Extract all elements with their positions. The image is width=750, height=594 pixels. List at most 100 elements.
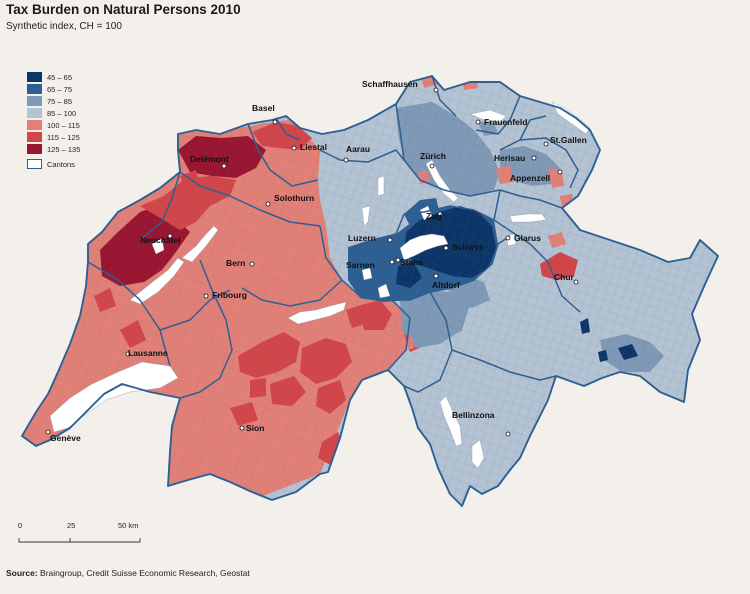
city-marker: Frauenfeld bbox=[475, 117, 527, 127]
canton-border bbox=[451, 349, 557, 381]
city-marker: Sion bbox=[239, 423, 264, 433]
city-dot bbox=[343, 157, 349, 163]
lake bbox=[181, 225, 219, 263]
city-dot bbox=[239, 425, 245, 431]
canton-border bbox=[431, 75, 457, 117]
city-dot bbox=[265, 201, 271, 207]
city-dot bbox=[433, 273, 439, 279]
city-marker: Glarus bbox=[505, 233, 541, 243]
city-label: Basel bbox=[252, 103, 275, 113]
legend-swatch bbox=[27, 159, 42, 169]
city-marker: Bern bbox=[226, 258, 255, 268]
lake bbox=[151, 237, 165, 255]
city-dot bbox=[249, 261, 255, 267]
lake bbox=[469, 109, 507, 123]
city-marker: Bellinzona bbox=[452, 410, 511, 437]
city-marker: St.Gallen bbox=[543, 135, 587, 147]
scale-line bbox=[18, 538, 141, 543]
canton-border bbox=[87, 261, 171, 367]
canton-border bbox=[475, 95, 521, 135]
city-dot bbox=[203, 293, 209, 299]
legend-item: 85 – 100 bbox=[27, 107, 80, 119]
canton-border bbox=[179, 259, 233, 399]
legend-item: 45 – 65 bbox=[27, 71, 80, 83]
legend-swatch bbox=[27, 132, 42, 142]
city-label: Bellinzona bbox=[452, 410, 495, 420]
city-dot bbox=[272, 119, 278, 125]
lake bbox=[509, 213, 547, 223]
city-dot bbox=[543, 141, 549, 147]
city-marker: Genève bbox=[45, 429, 81, 443]
city-label: Fribourg bbox=[212, 290, 247, 300]
canton-border bbox=[395, 103, 501, 197]
legend-label: Cantons bbox=[47, 159, 75, 169]
city-label: Aarau bbox=[346, 144, 370, 154]
city-marker: Chur bbox=[554, 272, 579, 285]
canton-border bbox=[499, 189, 563, 209]
city-label: Luzern bbox=[348, 233, 376, 243]
city-label: Schaffhausen bbox=[362, 79, 418, 89]
cities: Basel Schaffhausen Liestal Aarau Zürich Fraue… bbox=[45, 79, 587, 443]
city-label: Chur bbox=[554, 272, 575, 282]
city-marker: Neuchâtel bbox=[140, 233, 181, 245]
lake bbox=[361, 267, 373, 281]
city-label: Schwyz bbox=[452, 242, 483, 252]
city-dot bbox=[433, 87, 439, 93]
canton-border bbox=[319, 225, 411, 371]
city-label: Solothurn bbox=[274, 193, 314, 203]
city-dot bbox=[505, 235, 511, 241]
city-label: Frauenfeld bbox=[484, 117, 527, 127]
city-label: Bern bbox=[226, 258, 245, 268]
city-dot bbox=[45, 429, 51, 435]
city-dot bbox=[531, 155, 537, 161]
canton-border bbox=[493, 219, 581, 313]
city-marker: Lausanne bbox=[125, 348, 168, 358]
city-dot bbox=[389, 259, 395, 265]
canton-border bbox=[139, 171, 181, 241]
city-marker: Solothurn bbox=[265, 193, 314, 207]
city-dot bbox=[573, 279, 579, 285]
legend-swatch bbox=[27, 84, 42, 94]
map-subtitle: Synthetic index, CH = 100 bbox=[6, 21, 122, 32]
city-label: Neuchâtel bbox=[140, 235, 181, 245]
city-marker: Basel bbox=[252, 103, 278, 125]
canton-border bbox=[392, 235, 511, 301]
lake bbox=[419, 205, 433, 221]
city-label: Herisau bbox=[494, 153, 525, 163]
legend-item: 65 – 75 bbox=[27, 83, 80, 95]
city-dot bbox=[221, 163, 227, 169]
legend-swatch bbox=[27, 144, 42, 154]
city-marker: Herisau bbox=[494, 153, 537, 163]
city-dot bbox=[443, 245, 449, 251]
city-marker: Zug bbox=[426, 211, 443, 221]
source-text: Braingroup, Credit Suisse Economic Resea… bbox=[40, 568, 250, 578]
legend-item: 75 – 85 bbox=[27, 95, 80, 107]
canton-border bbox=[159, 289, 231, 331]
city-dot bbox=[125, 351, 131, 357]
city-dot bbox=[167, 233, 173, 239]
city-dot bbox=[429, 163, 435, 169]
city-label: Genève bbox=[50, 433, 81, 443]
city-label: Zug bbox=[426, 211, 442, 221]
city-marker: Zürich bbox=[420, 151, 446, 169]
city-dot bbox=[475, 119, 481, 125]
legend-item: 115 – 125 bbox=[27, 131, 80, 143]
canton-border bbox=[519, 115, 547, 141]
scale-tick-0: 0 bbox=[18, 521, 22, 530]
city-dot bbox=[395, 257, 401, 263]
city-label: St.Gallen bbox=[550, 135, 587, 145]
city-marker: Fribourg bbox=[203, 290, 247, 300]
legend-item: 125 – 135 bbox=[27, 143, 80, 155]
legend-swatch bbox=[27, 120, 42, 130]
legend-label: 75 – 85 bbox=[47, 96, 73, 106]
canton-border bbox=[319, 149, 405, 163]
city-label: Lausanne bbox=[128, 348, 168, 358]
legend-label: 65 – 75 bbox=[47, 84, 73, 94]
city-label: Sarnen bbox=[346, 260, 375, 270]
canton-border bbox=[403, 291, 453, 393]
lake bbox=[439, 395, 463, 447]
city-label: Stans bbox=[400, 257, 423, 267]
city-label: Liestal bbox=[300, 142, 327, 152]
